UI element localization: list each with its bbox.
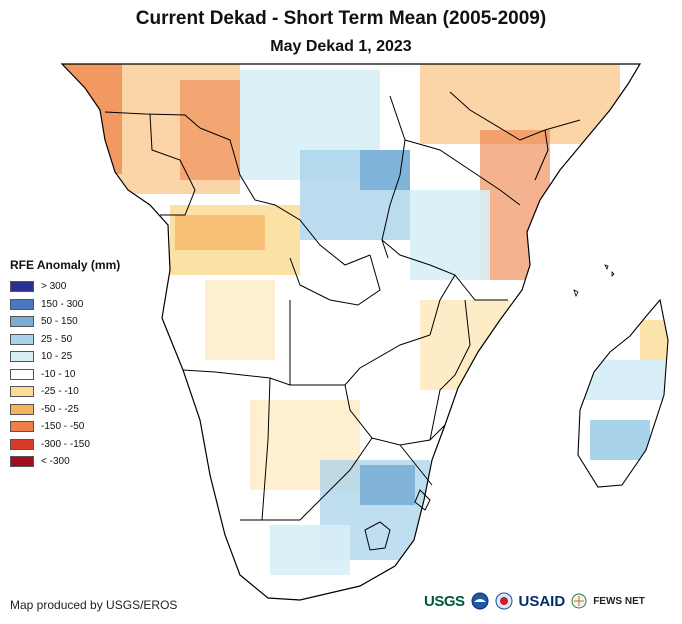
cape-wet-area: [270, 525, 350, 575]
islands: [573, 264, 615, 298]
legend-label: 10 - 25: [41, 351, 73, 363]
madagascar-deficit-area: [640, 320, 668, 360]
mainland-africa: [60, 63, 642, 601]
legend-label: 50 - 150: [41, 316, 78, 328]
legend-item: -10 - 10: [10, 366, 120, 384]
east-cape-deficit-area: [400, 560, 420, 580]
map-title: Current Dekad - Short Term Mean (2005-20…: [135, 8, 547, 29]
central-deficit-area: [180, 80, 240, 180]
legend-swatch: [10, 316, 34, 328]
legend-swatch: [10, 438, 34, 450]
madagascar-strong-wet-area: [590, 420, 650, 460]
legend-label: -10 - 10: [41, 368, 76, 380]
legend-item: -25 - -10: [10, 383, 120, 401]
legend-swatch: [10, 298, 34, 310]
east-interior-wet-area: [410, 190, 490, 280]
legend-item: 25 - 50: [10, 331, 120, 349]
map-credit: Map produced by USGS/EROS: [10, 598, 178, 612]
fews-net-logo: FEWS NET: [593, 595, 645, 607]
legend-label: < -300: [41, 456, 70, 468]
legend-label: -300 - -150: [41, 438, 90, 450]
legend-item: -150 - -50: [10, 418, 120, 436]
legend-swatch: [10, 386, 34, 398]
legend-label: > 300: [41, 281, 67, 293]
angola-stronger-deficit-area: [175, 215, 265, 250]
legend-label: 150 - 300: [41, 298, 84, 310]
legend-item: -50 - -25: [10, 401, 120, 419]
legend-item: < -300: [10, 453, 120, 471]
legend-swatch: [10, 281, 34, 293]
madagascar-wet-area: [578, 360, 668, 400]
nasa-style-logo-icon: [495, 592, 513, 610]
legend-swatch: [10, 333, 34, 345]
legend-label: -25 - -10: [41, 386, 79, 398]
south-africa-strong-wet-area: [360, 465, 415, 505]
legend-label: 25 - 50: [41, 333, 73, 345]
legend-item: -300 - -150: [10, 436, 120, 454]
scattered-deficit-area: [205, 280, 275, 360]
map-subtitle: May Dekad 1, 2023: [270, 38, 412, 55]
country-borders: [104, 91, 581, 551]
legend-swatch: [10, 368, 34, 380]
legend-label: -50 - -25: [41, 403, 79, 415]
legend-swatch: [10, 421, 34, 433]
madagascar: [577, 298, 669, 488]
legend-swatch: [10, 456, 34, 468]
legend-item: 50 - 150: [10, 313, 120, 331]
lake-region-strong-wet-area: [360, 150, 410, 190]
legend-item: > 300: [10, 278, 120, 296]
legend-item: 10 - 25: [10, 348, 120, 366]
usaid-logo: USAID: [518, 592, 566, 610]
legend-label: -150 - -50: [41, 421, 85, 433]
legend-item: 150 - 300: [10, 296, 120, 314]
partner-logos: USGS USAID FEWS NET: [424, 586, 676, 616]
legend-swatch: [10, 403, 34, 415]
legend-swatch: [10, 351, 34, 363]
noaa-logo-icon: [471, 592, 489, 610]
coastal-deficit-area: [62, 64, 122, 174]
fews-net-logo-icon: [571, 593, 587, 609]
usgs-logo: USGS: [424, 592, 465, 610]
legend-title: RFE Anomaly (mm): [10, 258, 121, 272]
east-coast-deficit-area: [480, 130, 550, 280]
legend: RFE Anomaly (mm) > 300 150 - 300 50 - 15…: [10, 258, 120, 471]
